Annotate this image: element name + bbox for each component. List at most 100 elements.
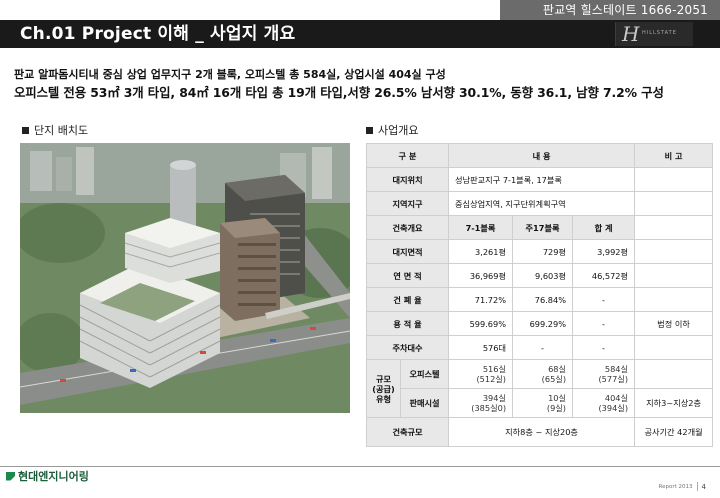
- report-label: Report 2013: [658, 483, 693, 490]
- section-heading-site-plan: 단지 배치도: [22, 122, 88, 138]
- overview-note: [634, 215, 714, 240]
- row-label-location: 대지위치: [365, 167, 450, 192]
- far-total: -: [572, 311, 636, 336]
- header-category: 구 분: [365, 143, 450, 168]
- parking-note: [634, 335, 714, 360]
- retail-7-1-supply: (385실0): [471, 403, 507, 413]
- retail-total: 404실 (394실): [572, 388, 636, 418]
- location-value: 성남판교지구 7-1블록, 17블록: [448, 167, 636, 192]
- page-number: 4: [701, 482, 706, 491]
- officetel-7-1: 516실 (512실): [448, 359, 514, 389]
- hillstate-logo-glyph: H: [622, 22, 640, 46]
- officetel-note: [634, 359, 714, 389]
- retail-note: 지하3~지상2층: [634, 388, 714, 418]
- section-heading-overview: 사업개요: [366, 122, 418, 138]
- header-content: 내 용: [448, 143, 636, 168]
- floor-area-total: 46,572평: [572, 263, 636, 288]
- parking-total: -: [572, 335, 636, 360]
- row-label-floor-area: 연 면 적: [365, 263, 450, 288]
- footer-meta: Report 2013 4: [659, 482, 706, 491]
- table-row: 연 면 적 36,969평 9,603평 46,572평: [365, 263, 714, 288]
- building-scale-note: 공사기간 42개월: [634, 417, 714, 447]
- header-note: 비 고: [634, 143, 714, 168]
- retail-17: 10실 (9실): [512, 388, 574, 418]
- footer-separator: [696, 482, 698, 491]
- footer-divider: [0, 466, 720, 467]
- table-row: 지역지구 중심상업지역, 지구단위계획구역: [365, 191, 714, 216]
- header-band: [0, 20, 720, 48]
- row-label-retail: 판매시설: [399, 388, 450, 418]
- row-label-far: 용 적 율: [365, 311, 450, 336]
- row-label-building-scale: 건축규모: [365, 417, 450, 447]
- summary-line-2: 오피스텔 전용 53㎡ 3개 타입, 84㎡ 16개 타입 총 19개 타입,서…: [14, 85, 664, 100]
- retail-7-1: 394실 (385실0): [448, 388, 514, 418]
- table-row: 용 적 율 599.69% 699.29% - 법정 이하: [365, 311, 714, 336]
- zone-value: 중심상업지역, 지구단위계획구역: [448, 191, 636, 216]
- site-area-7-1: 3,261평: [448, 239, 514, 264]
- officetel-17: 68실 (65실): [512, 359, 574, 389]
- officetel-17-units: 68실: [548, 364, 567, 374]
- coverage-note: [634, 287, 714, 312]
- summary-line-1: 판교 알파돔시티내 중심 상업 업무지구 2개 블록, 오피스텔 총 584실,…: [14, 68, 446, 81]
- section-heading-site-plan-label: 단지 배치도: [34, 124, 89, 137]
- table-row: 규모 (공급) 유형 오피스텔 516실 (512실) 68실 (65실) 58…: [366, 359, 714, 418]
- retail-17-supply: (9실): [546, 403, 567, 413]
- overview-col-total: 합 계: [572, 215, 636, 240]
- bullet-square-icon: [366, 126, 373, 134]
- parking-7-1: 576대: [448, 335, 514, 360]
- floor-area-17: 9,603평: [512, 263, 574, 288]
- retail-total-supply: (394실): [598, 403, 629, 413]
- building-scale-value: 지하8층 ~ 지상20층: [448, 417, 636, 447]
- overview-col-block-17: 주17블록: [512, 215, 574, 240]
- table-row: 주차대수 576대 - -: [365, 335, 714, 360]
- section-heading-overview-label: 사업개요: [378, 124, 419, 137]
- overview-col-block-7-1: 7-1블록: [448, 215, 514, 240]
- company-logo: 현대엔지니어링: [6, 468, 89, 484]
- zone-note: [634, 191, 714, 216]
- table-row: 건축개요 7-1블록 주17블록 합 계: [365, 215, 714, 240]
- retail-7-1-units: 394실: [482, 393, 507, 403]
- hillstate-logo: H HILLSTATE: [615, 22, 693, 46]
- company-name: 현대엔지니어링: [18, 470, 89, 483]
- far-7-1: 599.69%: [448, 311, 514, 336]
- site-area-total: 3,992평: [572, 239, 636, 264]
- bullet-square-icon: [22, 126, 29, 134]
- site-area-17: 729평: [512, 239, 574, 264]
- project-phone-tag: 판교역 힐스테이트 1666-2051: [500, 0, 720, 20]
- officetel-total-units: 584실: [604, 364, 629, 374]
- hillstate-logo-text: HILLSTATE: [642, 30, 677, 36]
- retail-17-units: 10실: [548, 393, 567, 403]
- table-row: 건 폐 율 71.72% 76.84% -: [365, 287, 714, 312]
- retail-total-units: 404실: [604, 393, 629, 403]
- officetel-7-1-units: 516실: [482, 364, 507, 374]
- officetel-total-supply: (577실): [598, 374, 629, 384]
- coverage-17: 76.84%: [512, 287, 574, 312]
- coverage-total: -: [572, 287, 636, 312]
- floor-area-note: [634, 263, 714, 288]
- table-header-row: 구 분 내 용 비 고: [365, 143, 714, 168]
- scale-label-line-3: 유형: [375, 393, 392, 404]
- site-aerial-image: [20, 143, 350, 413]
- row-label-site-area: 대지면적: [365, 239, 450, 264]
- row-label-overview: 건축개요: [365, 215, 450, 240]
- table-row: 판매시설 394실 (385실0) 10실 (9실) 404실 (394실) 지…: [367, 388, 714, 418]
- row-label-parking: 주차대수: [365, 335, 450, 360]
- scale-label-line-1: 규모: [375, 373, 392, 384]
- table-row: 건축규모 지하8층 ~ 지상20층 공사기간 42개월: [365, 417, 714, 447]
- officetel-total: 584실 (577실): [572, 359, 636, 389]
- aerial-rendering: [20, 143, 350, 413]
- row-label-zone: 지역지구: [365, 191, 450, 216]
- row-label-officetel: 오피스텔: [399, 359, 450, 389]
- officetel-7-1-supply: (512실): [476, 374, 507, 384]
- parking-17: -: [512, 335, 574, 360]
- scale-label-line-2: (공급): [372, 383, 395, 394]
- officetel-17-supply: (65실): [541, 374, 567, 384]
- company-mark-icon: [6, 471, 15, 481]
- far-17: 699.29%: [512, 311, 574, 336]
- business-overview-table: 구 분 내 용 비 고 대지위치 성남판교지구 7-1블록, 17블록 지역지구…: [365, 143, 714, 447]
- table-row: 대지면적 3,261평 729평 3,992평: [365, 239, 714, 264]
- page-title: Ch.01 Project 이해 _ 사업지 개요: [20, 24, 296, 44]
- site-area-note: [634, 239, 714, 264]
- row-label-scale: 규모 (공급) 유형: [366, 359, 401, 418]
- row-label-coverage: 건 폐 율: [365, 287, 450, 312]
